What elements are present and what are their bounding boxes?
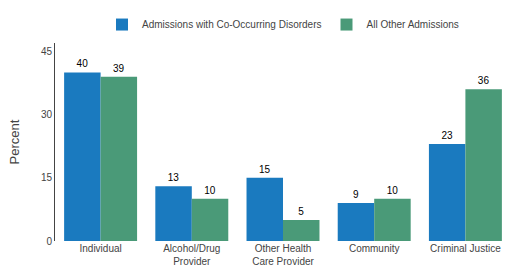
svg-text:45: 45 <box>41 46 53 57</box>
svg-text:Percent: Percent <box>7 119 22 164</box>
svg-text:15: 15 <box>41 172 53 183</box>
svg-text:30: 30 <box>41 109 53 120</box>
svg-text:Alcohol/DrugProvider: Alcohol/DrugProvider <box>163 243 220 267</box>
svg-text:5: 5 <box>298 206 304 217</box>
svg-text:15: 15 <box>259 164 271 175</box>
svg-text:Criminal Justice: Criminal Justice <box>430 243 501 254</box>
svg-text:13: 13 <box>168 172 180 183</box>
svg-text:9: 9 <box>353 189 359 200</box>
svg-text:40: 40 <box>77 58 89 69</box>
svg-text:Individual: Individual <box>79 243 121 254</box>
svg-text:23: 23 <box>441 130 453 141</box>
svg-text:10: 10 <box>204 185 216 196</box>
svg-text:Admissions with Co-Occurring D: Admissions with Co-Occurring Disorders <box>142 19 322 30</box>
svg-text:39: 39 <box>113 63 125 74</box>
svg-text:All Other Admissions: All Other Admissions <box>367 19 459 30</box>
svg-text:0: 0 <box>46 236 52 247</box>
svg-text:10: 10 <box>387 185 399 196</box>
svg-text:Community: Community <box>349 243 400 254</box>
svg-text:36: 36 <box>478 75 490 86</box>
svg-text:Other HealthCare Provider: Other HealthCare Provider <box>252 243 314 267</box>
